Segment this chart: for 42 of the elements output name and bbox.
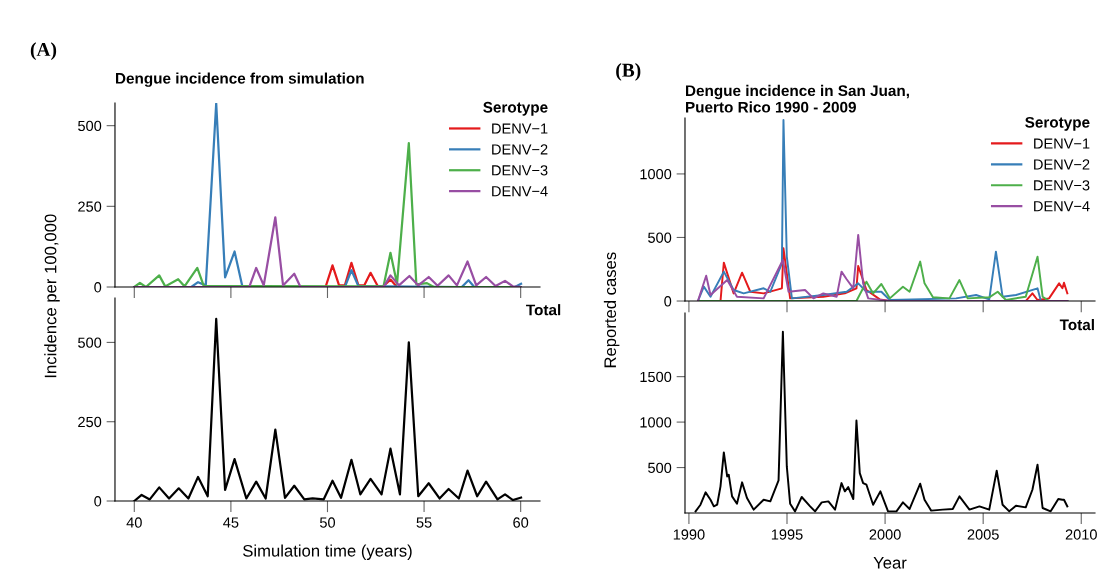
- legend-label: DENV−1: [492, 123, 548, 134]
- legend-label: DENV−1: [1034, 138, 1090, 149]
- y-tick-label: 500: [78, 120, 102, 132]
- chart-title: Dengue incidence in San Juan, Puerto Rico 1990 - 2009: [686, 84, 909, 113]
- legend-label: DENV−3: [492, 165, 548, 176]
- x-tick-label: 40: [126, 517, 142, 528]
- annotation: Total: [1059, 319, 1094, 331]
- legend-label: DENV−4: [1034, 201, 1090, 212]
- x-tick-label: 55: [416, 517, 432, 528]
- y-tick-label: 250: [78, 201, 102, 212]
- y-tick-label: 500: [648, 462, 672, 473]
- y-axis-title: Reported cases: [603, 252, 620, 368]
- y-tick-label: 500: [78, 337, 102, 348]
- x-tick-label: 60: [513, 517, 529, 528]
- annotation: Total: [526, 304, 561, 316]
- legend-title: Serotype: [1025, 116, 1090, 131]
- chart-title: Dengue incidence from simulation: [116, 72, 364, 87]
- x-tick-label: 50: [319, 517, 336, 528]
- x-tick-label: 2000: [869, 529, 901, 540]
- x-tick-label: 2010: [1065, 529, 1097, 540]
- y-axis-title: Incidence per 100,000: [44, 214, 60, 378]
- legend-label: DENV−2: [1034, 159, 1090, 170]
- legend-label: DENV−3: [1034, 180, 1090, 191]
- x-tick-label: 1990: [673, 529, 705, 540]
- text: (B): [616, 63, 641, 81]
- y-tick-label: 500: [648, 232, 672, 243]
- x-axis-title: Year: [873, 557, 907, 569]
- y-tick-label: 0: [664, 296, 672, 307]
- y-tick-label: 250: [78, 416, 102, 428]
- y-tick-label: 1500: [640, 371, 672, 383]
- text: (A): [30, 42, 57, 60]
- x-tick-label: 45: [223, 517, 239, 528]
- y-tick-label: 1000: [640, 417, 672, 428]
- y-tick-label: 1000: [640, 169, 672, 180]
- legend-label: DENV−4: [492, 186, 548, 197]
- x-tick-label: 2005: [967, 529, 999, 540]
- y-tick-label: 0: [94, 282, 102, 293]
- y-tick-label: 0: [94, 496, 102, 507]
- legend-label: DENV−2: [492, 144, 548, 155]
- legend-title: Serotype: [483, 101, 548, 116]
- x-axis-title: Simulation time (years): [243, 544, 412, 560]
- x-tick-label: 1995: [771, 529, 803, 540]
